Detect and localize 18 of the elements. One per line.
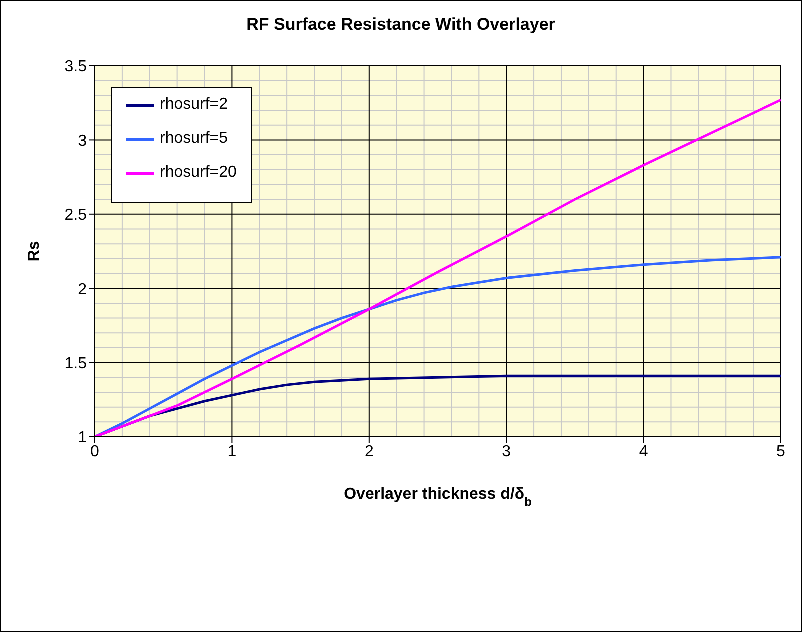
y-axis-title: Rs [26, 241, 43, 262]
x-tick-label: 1 [228, 443, 237, 460]
legend-label: rhosurf=5 [160, 130, 228, 148]
x-axis-title: Overlayer thickness d/δ$_{b}$ [344, 486, 532, 509]
x-tick-label: 3 [502, 443, 512, 460]
chart-title: RF Surface Resistance With Overlayer [246, 15, 556, 35]
y-tick-label: 2.5 [64, 207, 88, 224]
y-tick-label: 1.5 [64, 355, 88, 372]
legend-label: rhosurf=20 [160, 164, 237, 182]
y-tick-label: 2 [78, 281, 88, 298]
y-tick-label: 3.5 [64, 58, 88, 76]
x-tick-label: 2 [364, 443, 374, 460]
x-tick-label: 4 [639, 443, 648, 460]
y-tick-label: 1 [78, 430, 88, 447]
x-tick-label: 0 [90, 443, 100, 460]
y-tick-label: 3 [78, 132, 88, 150]
x-tick-label: 5 [776, 443, 786, 460]
legend-label: rhosurf=2 [160, 96, 228, 114]
